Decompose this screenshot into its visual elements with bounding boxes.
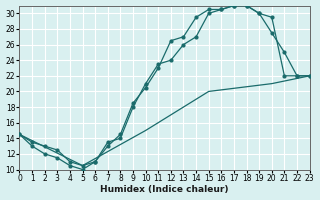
X-axis label: Humidex (Indice chaleur): Humidex (Indice chaleur) — [100, 185, 229, 194]
